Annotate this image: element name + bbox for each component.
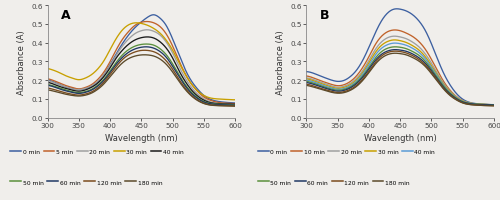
Y-axis label: Absorbance (A): Absorbance (A) [276, 30, 285, 94]
Text: B: B [320, 9, 329, 22]
Text: A: A [60, 9, 70, 22]
Legend: 0 min, 10 min, 20 min, 30 min, 40 min: 0 min, 10 min, 20 min, 30 min, 40 min [256, 147, 438, 157]
Legend: 50 min, 60 min, 120 min, 180 min: 50 min, 60 min, 120 min, 180 min [8, 177, 164, 187]
Legend: 0 min, 5 min, 20 min, 30 min, 40 min: 0 min, 5 min, 20 min, 30 min, 40 min [8, 147, 186, 157]
X-axis label: Wavelength (nm): Wavelength (nm) [105, 134, 178, 143]
Y-axis label: Absorbance (A): Absorbance (A) [18, 30, 26, 94]
Legend: 50 min, 60 min, 120 min, 180 min: 50 min, 60 min, 120 min, 180 min [256, 177, 412, 187]
X-axis label: Wavelength (nm): Wavelength (nm) [364, 134, 436, 143]
